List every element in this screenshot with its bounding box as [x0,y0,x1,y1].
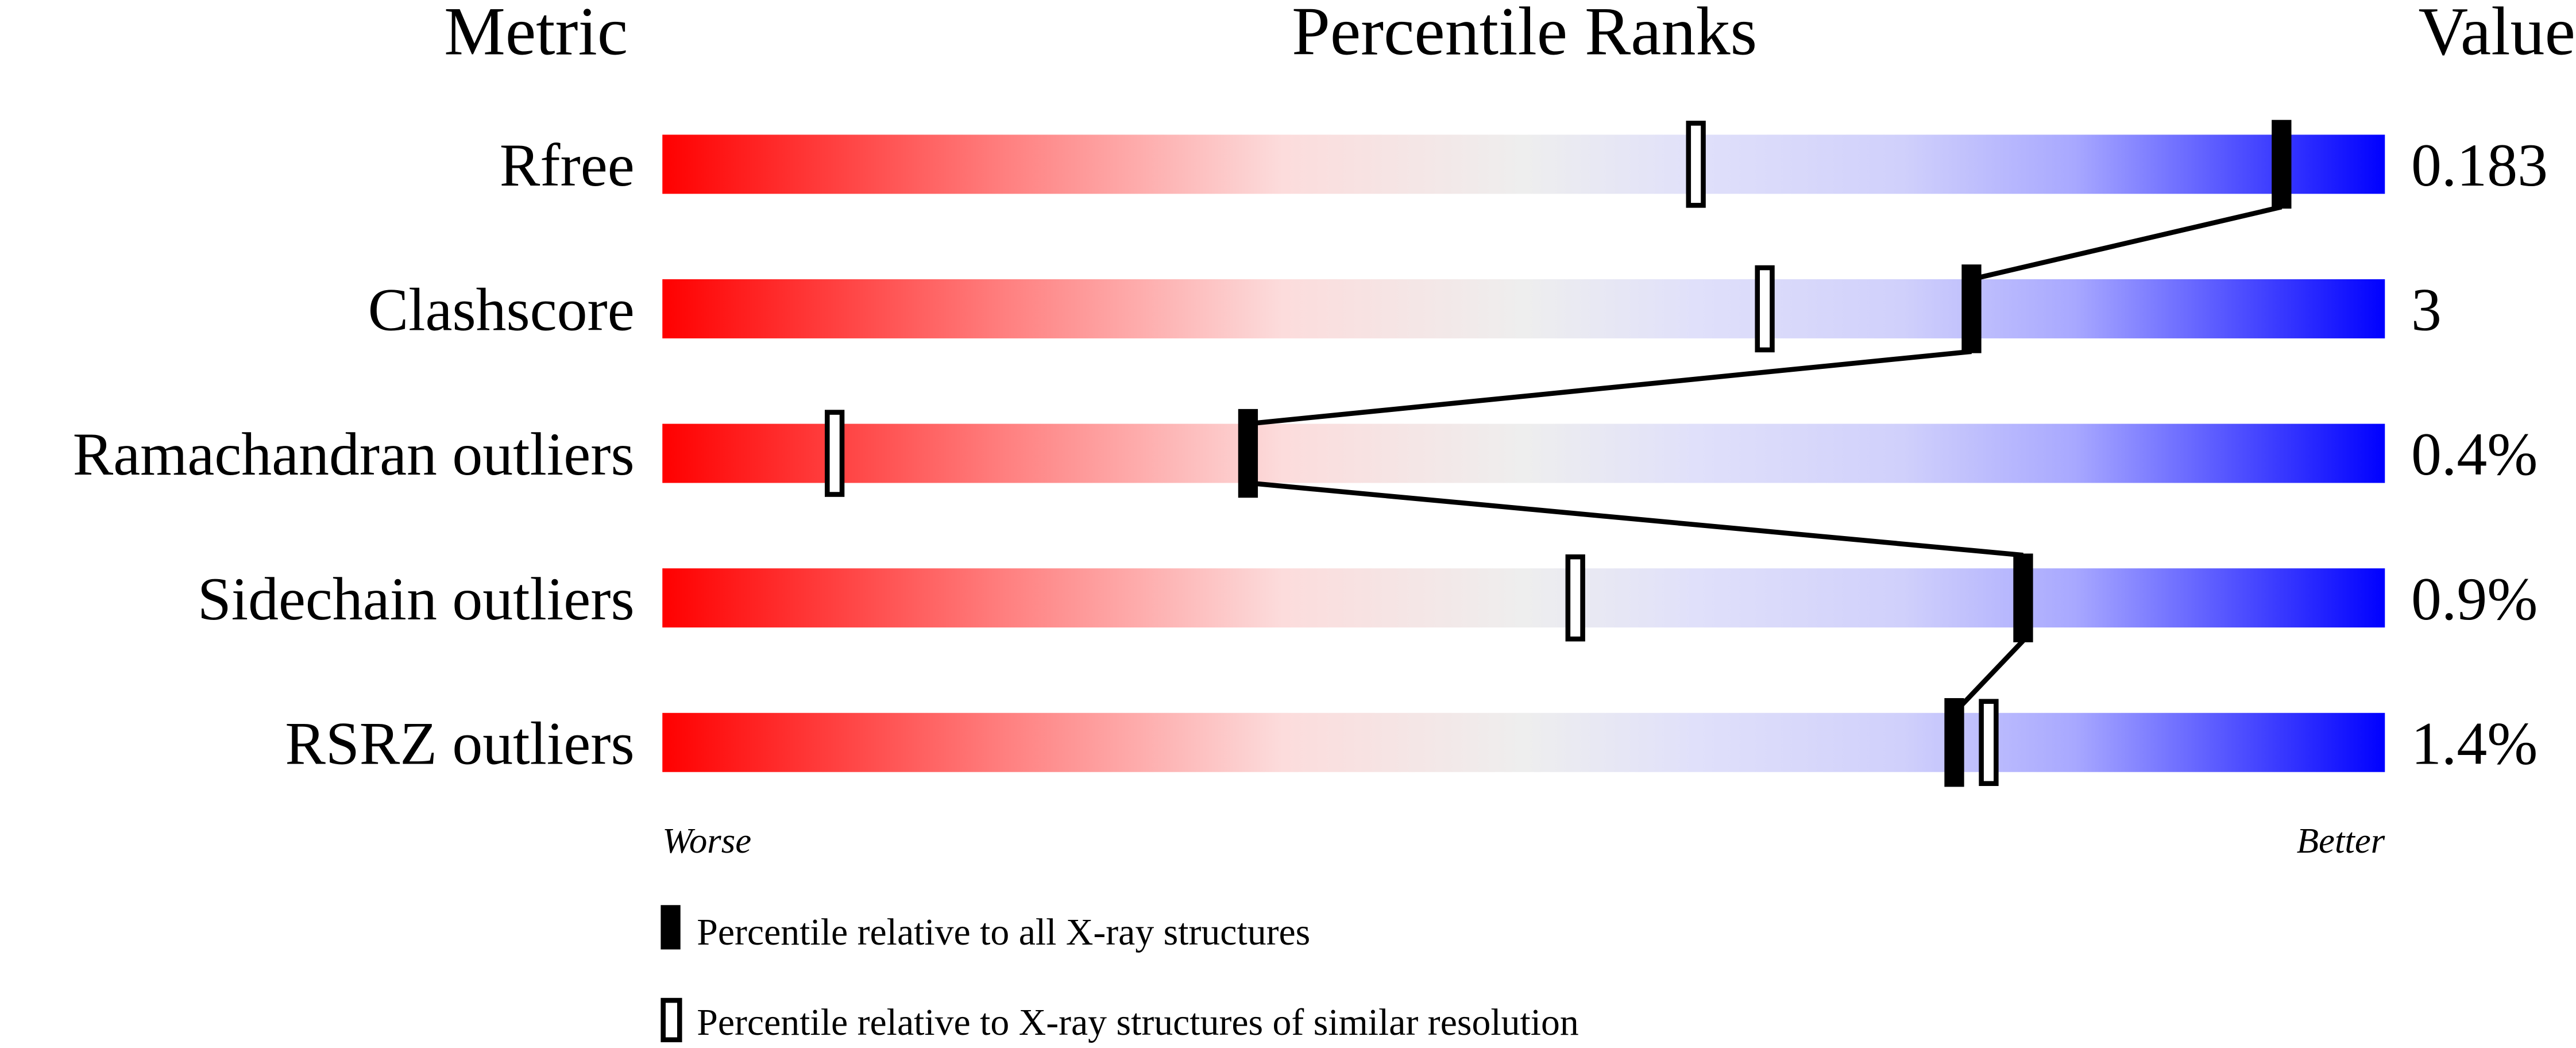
all-structures-marker [1238,409,1258,498]
all-structures-marker [2013,553,2033,642]
legend-filled-marker [661,905,681,950]
metric-value: 0.4% [2411,421,2538,488]
all-structures-marker [1961,264,1982,353]
legend-hollow-label: Percentile relative to X-ray structures … [697,1001,1578,1043]
similar-resolution-marker [1755,265,1775,353]
metric-label: Sidechain outliers [198,565,635,633]
metric-value: 3 [2411,276,2442,344]
similar-resolution-marker [1565,554,1585,642]
legend-filled-label: Percentile relative to all X-ray structu… [697,911,1310,953]
metric-label: Ramachandran outliers [73,421,635,488]
percentile-connector-line [1248,480,2023,558]
similar-resolution-marker [824,410,845,497]
metric-label: Clashscore [368,276,635,344]
percentile-bar [662,279,2385,338]
metric-label: RSRZ outliers [285,710,634,777]
percentile-bar [662,423,2385,483]
header-metric: Metric [444,0,628,69]
header-value: Value [2419,0,2575,69]
percentile-bar [662,712,2385,772]
similar-resolution-marker [1979,699,1999,786]
axis-better-label: Better [2297,820,2385,861]
legend-hollow-marker [661,997,682,1042]
metric-value: 0.183 [2411,132,2548,199]
all-structures-marker [2272,120,2292,209]
header-percentile-ranks: Percentile Ranks [1292,0,1757,69]
percentile-connector-line [1952,639,2025,715]
all-structures-marker [1944,698,1964,787]
percentile-connector-line [1248,349,1972,426]
metric-label: Rfree [500,132,635,199]
metric-value: 0.9% [2411,565,2538,633]
metric-value: 1.4% [2411,710,2538,777]
percentile-connector-line [1971,205,2283,282]
similar-resolution-marker [1686,121,1706,208]
percentile-bar [662,568,2385,628]
percentile-bar [662,134,2385,194]
axis-worse-label: Worse [662,820,751,861]
